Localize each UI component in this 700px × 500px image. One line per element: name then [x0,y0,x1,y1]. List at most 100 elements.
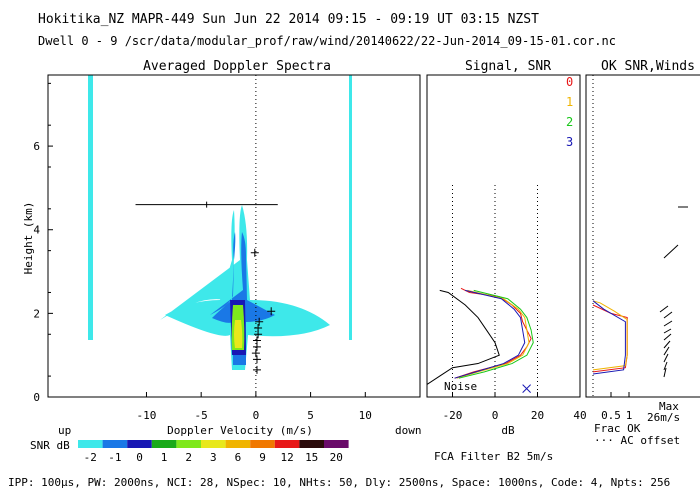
colorbar-level: 3 [210,451,217,464]
x-tick-label: 5 [307,409,314,422]
frac-ok-series-0 [592,304,628,373]
signal-x-tick-label: 0 [492,409,499,422]
colorbar-level: -2 [84,451,97,464]
colorbar-swatch [78,440,103,448]
peak-marker [252,336,261,345]
peak-marker [267,307,276,316]
signal-series-2 [458,289,534,379]
peak-marker [252,355,261,364]
signal-x-label: dB [501,424,515,437]
noise-cross-icon [522,384,531,393]
noise-label: Noise [444,380,477,393]
wind-barb [663,311,673,319]
snr-winds-title: OK SNR,Winds [601,59,695,74]
legend-entry-3: 3 [566,135,573,149]
legend-entry-0: 0 [566,75,573,89]
wind-barb [663,367,667,378]
peak-marker [255,317,264,326]
y-tick-label: 6 [33,140,40,153]
wind-barb [659,305,669,313]
legend-entry-1: 1 [566,95,573,109]
frac-ok-label: Frac OK [594,422,641,435]
colorbar-swatch [274,440,300,448]
spectra-heatmap [88,75,352,370]
signal-series-0 [454,287,532,379]
clutter-band-left [88,75,93,340]
colorbar-level: 9 [259,451,266,464]
snr-frame [585,74,700,398]
colorbar-swatch [201,440,226,448]
wind-barb [663,328,672,334]
signal-title: Signal, SNR [465,59,551,74]
frac-ok-series-1 [592,300,628,371]
x-axis-label: Doppler Velocity (m/s) [167,424,313,437]
header-title: Hokitika_NZ MAPR-449 Sun Jun 22 2014 09:… [38,12,539,27]
down-label: down [395,424,422,437]
spectra-frame [47,74,421,398]
colorbar-swatch [324,440,349,448]
colorbar-level: 6 [235,451,242,464]
frac-ok-series-3 [592,300,626,375]
colorbar-level: 0 [136,451,143,464]
signal-panel: -20 0 20 40 [426,74,587,422]
colorbar-swatch [102,440,128,448]
spectra-title: Averaged Doppler Spectra [143,59,331,74]
header-dwell-path: Dwell 0 - 9 /scr/data/modular_prof/raw/w… [38,34,616,48]
wind-barb [663,353,669,363]
x-tick-label: 10 [359,409,372,422]
snr-colorbar: -2 -1 0 1 2 3 6 9 12 15 20 [78,440,349,464]
signal-x-tick-label: 20 [531,409,544,422]
snr-x-tick-label: 1 [626,409,633,422]
fca-filter: FCA Filter B2 5m/s [434,450,553,463]
colorbar-level: 2 [185,451,192,464]
signal-series-1 [456,289,530,379]
colorbar-level: 1 [161,451,168,464]
peak-marker [251,349,260,358]
x-tick-label: -5 [195,409,208,422]
colorbar-swatch [250,440,275,448]
colorbar-swatch [127,440,152,448]
signal-series-3 [454,289,526,379]
signal-series-signal [426,289,500,385]
signal-x-tick-label: 40 [573,409,586,422]
clutter-band-right [349,75,352,340]
colorbar-level: -1 [108,451,121,464]
wind-barb [663,340,671,349]
max-label: Max [659,400,679,413]
y-tick-label: 2 [33,307,40,320]
max-speed-label: 26m/s [647,411,680,424]
colorbar-level: 12 [280,451,293,464]
wind-barb [663,333,672,341]
snr-x-tick-label: 0.5 [601,409,621,422]
colorbar-swatch [225,440,251,448]
signal-x-tick-label: -20 [443,409,463,422]
footer-params: IPP: 100μs, PW: 2000ns, NCI: 28, NSpec: … [8,476,670,489]
snr-contour-mid [210,232,275,365]
wind-barb [663,361,668,371]
wind-barb [663,244,679,259]
snr-contour-peak [234,320,243,348]
y-tick-label: 4 [33,224,40,237]
peak-marker [254,324,263,332]
peak-marker [250,248,259,257]
snr-db-label: SNR dB [30,439,70,452]
wind-barb [663,346,670,356]
x-tick-label: 0 [253,409,260,422]
y-axis-label: Height (km) [22,202,35,275]
spectra-axes: -10 -5 0 5 10 0 2 4 6 [33,74,421,422]
signal-frame [426,74,581,398]
snr-winds-panel: 0.5 1 0 1 2 3 [566,74,700,422]
legend-entry-2: 2 [566,115,573,129]
colorbar-swatch [176,440,201,448]
peak-marker [252,365,261,374]
x-tick-label: -10 [137,409,157,422]
wind-barb [663,320,673,327]
colorbar-level: 20 [330,451,343,464]
ac-offset-label: ··· AC offset [594,434,680,447]
colorbar-swatch [299,440,324,448]
colorbar-swatch [151,440,177,448]
y-tick-label: 0 [33,391,40,404]
up-label: up [58,424,71,437]
colorbar-level: 15 [305,451,318,464]
